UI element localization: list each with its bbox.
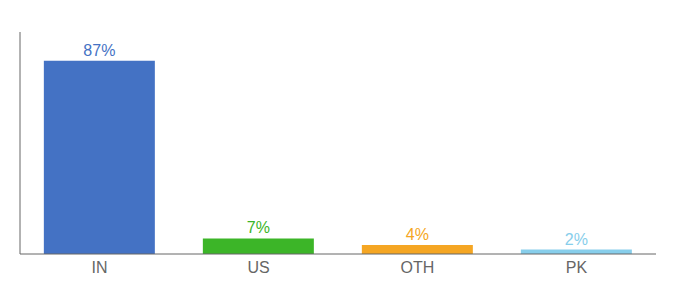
svg-text:PK: PK xyxy=(566,259,588,276)
svg-text:OTH: OTH xyxy=(401,259,435,276)
svg-text:4%: 4% xyxy=(406,226,429,243)
svg-text:2%: 2% xyxy=(565,231,588,248)
svg-text:IN: IN xyxy=(92,259,108,276)
svg-text:US: US xyxy=(247,259,269,276)
svg-text:7%: 7% xyxy=(247,219,270,236)
svg-text:87%: 87% xyxy=(83,42,115,59)
